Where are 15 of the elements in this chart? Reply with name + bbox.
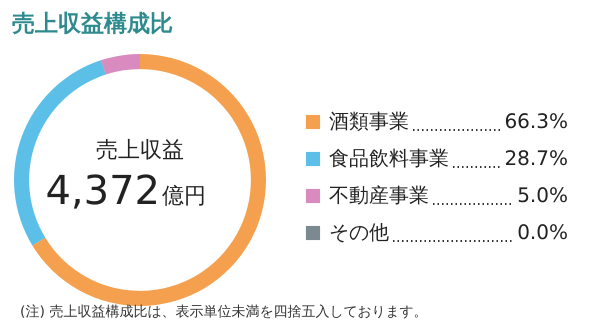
text: 億円: [162, 184, 206, 209]
data-label: 5.0%: [517, 183, 568, 207]
legend-label: 不動産事業: [329, 183, 429, 207]
legend-label: 食品飲料事業: [329, 146, 449, 170]
donut-slice: [101, 54, 140, 75]
data-label: 66.3%: [504, 109, 568, 133]
legend-label: その他: [329, 220, 389, 244]
chart-title: 売上収益構成比: [12, 11, 173, 37]
text: 4,372: [45, 168, 160, 214]
text: (注) 売上収益構成比は、表示単位未満を四捨五入しております。: [20, 304, 428, 320]
text: 0.0%: [517, 220, 568, 244]
legend-label: 酒類事業: [329, 109, 409, 133]
data-label: 28.7%: [504, 146, 568, 170]
donut-slice: [32, 54, 266, 306]
text: 売上収益: [96, 138, 184, 163]
